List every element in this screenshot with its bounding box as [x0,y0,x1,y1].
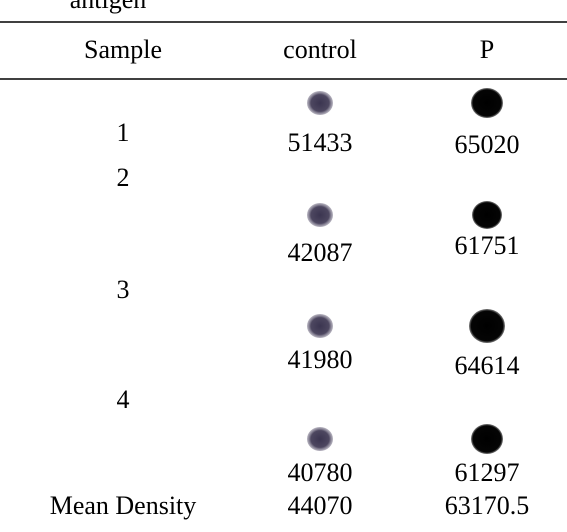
p-dot [471,424,503,454]
header-sample: Sample [84,35,162,64]
control-dot [307,91,333,115]
control-density: 51433 [288,128,353,157]
p-density: 61297 [455,458,520,487]
header-p: P [480,35,494,64]
control-density: 40780 [288,458,353,487]
sample-label: 1 [117,118,130,147]
footer-label: Mean Density [50,491,197,520]
p-dot [472,201,502,229]
footer-control: 44070 [288,491,353,520]
p-density: 61751 [455,231,520,260]
control-density: 42087 [288,238,353,267]
footer-p: 63170.5 [445,491,530,520]
p-dot [469,309,505,343]
header-control: control [283,35,357,64]
sample-label: 2 [117,163,130,192]
control-dot [307,203,333,227]
sample-label: 3 [117,275,130,304]
control-dot [307,427,333,451]
sample-label: 4 [117,385,130,414]
caption: antigen [70,0,147,14]
p-density: 64614 [455,351,520,380]
p-dot [471,88,503,118]
p-density: 65020 [455,130,520,159]
control-density: 41980 [288,345,353,374]
control-dot [307,314,333,338]
